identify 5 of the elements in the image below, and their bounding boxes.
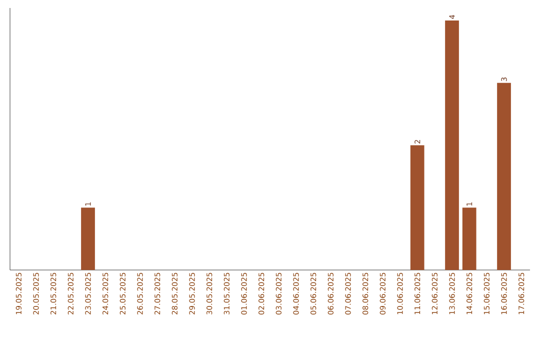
bar (445, 20, 459, 270)
bar (410, 145, 424, 270)
bar (462, 208, 476, 270)
bar (497, 82, 511, 270)
bar (81, 208, 95, 270)
